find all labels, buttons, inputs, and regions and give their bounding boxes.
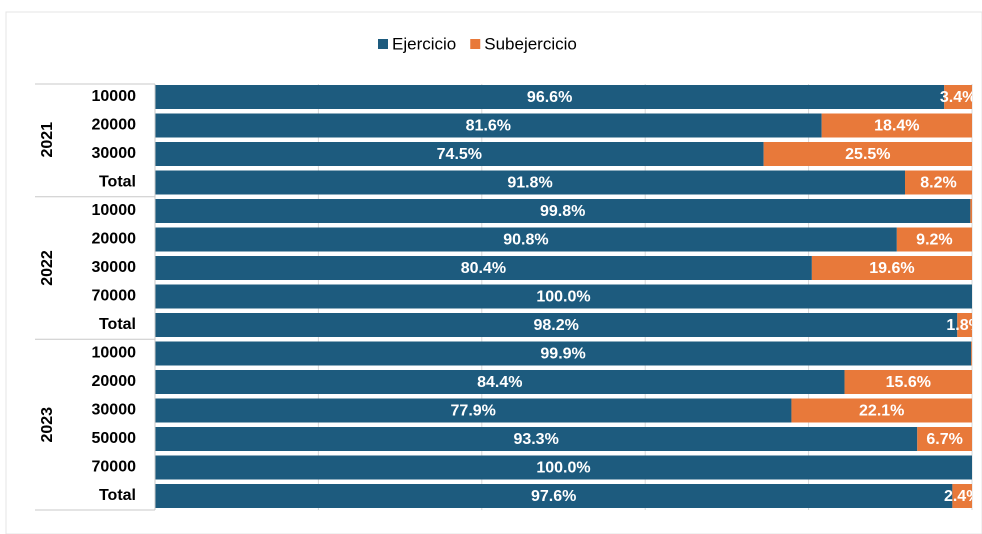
category-label: 70000 [92, 459, 137, 476]
bar-segment [957, 313, 972, 337]
category-label: Total [99, 174, 136, 191]
value-label: 97.6% [531, 488, 576, 505]
value-label: 6.7% [926, 431, 962, 448]
category-label: 10000 [92, 202, 137, 219]
labels: Ejercicio Subejercicio 10000 20000 30000 Tota… [35, 34, 577, 511]
bar-segment [821, 113, 972, 138]
value-label: 22.1% [859, 403, 904, 420]
group-label: 2021 [39, 122, 56, 158]
bar-segment [952, 484, 972, 508]
category-label: 10000 [92, 88, 137, 105]
group-label: 2022 [39, 250, 56, 286]
bar-segment [917, 427, 972, 451]
category-label: 50000 [92, 430, 137, 447]
value-label: 77.9% [451, 403, 496, 420]
bar-segment [944, 85, 972, 109]
bar-segment [155, 113, 822, 138]
legend-swatch [378, 39, 388, 49]
category-label: 20000 [92, 117, 137, 134]
bar-segment [155, 313, 958, 337]
value-label: 100.0% [536, 460, 590, 477]
bar-segment [155, 284, 972, 309]
value-label: 100.0% [536, 289, 590, 306]
bar-segment [155, 170, 906, 195]
value-label: 81.6% [466, 118, 511, 135]
bar-segment [791, 398, 972, 423]
value-label: 98.2% [533, 317, 578, 334]
category-label: 10000 [92, 345, 137, 362]
bar-segment [155, 427, 918, 451]
value-label: 8.2% [920, 175, 956, 192]
value-label: 18.4% [874, 118, 919, 135]
category-label: 30000 [92, 402, 137, 419]
bar-segment [970, 199, 972, 223]
category-label: 30000 [92, 259, 137, 276]
bars: 96.6% 3.4% 81.6% 18.4% 74.5% 25.5% 91.8% 8.2% 99… [155, 85, 982, 508]
bar-segment [155, 370, 845, 394]
bar-segment [155, 199, 971, 223]
bar-segment [155, 341, 972, 366]
value-label: 96.6% [527, 89, 572, 106]
legend-label: Subejercicio [484, 34, 577, 53]
legend-swatch [470, 39, 481, 49]
value-label: 9.2% [916, 232, 952, 249]
value-label: 1.8% [946, 317, 982, 334]
bar-segment [155, 398, 792, 423]
category-label: 20000 [92, 231, 137, 248]
value-label: 74.5% [437, 146, 482, 163]
bar-segment [155, 455, 972, 480]
value-label: 99.9% [540, 346, 585, 363]
group-label: 2023 [39, 407, 56, 443]
value-label: 3.4% [940, 89, 976, 106]
bar-segment [811, 256, 972, 280]
bar-segment [896, 227, 972, 252]
category-label: 70000 [92, 288, 137, 305]
value-label: 19.6% [869, 260, 914, 277]
bar-segment [905, 170, 972, 195]
bar-segment [155, 484, 953, 508]
category-label: Total [99, 316, 136, 333]
category-label: 30000 [92, 145, 137, 162]
bar-segment [155, 227, 897, 252]
value-label: 25.5% [845, 146, 890, 163]
legend-label: Ejercicio [392, 34, 456, 53]
bar-segment [844, 370, 972, 394]
value-label: 99.8% [540, 203, 585, 220]
category-label: Total [99, 487, 136, 504]
value-label: 15.6% [886, 374, 931, 391]
value-label: 84.4% [477, 374, 522, 391]
category-label: 20000 [92, 373, 137, 390]
value-label: 91.8% [507, 175, 552, 192]
bar-segment [971, 341, 972, 366]
bar-segment [763, 142, 972, 166]
bar-segment [155, 85, 945, 109]
value-label: 80.4% [461, 260, 506, 277]
value-label: 90.8% [503, 232, 548, 249]
bar-segment [155, 142, 764, 166]
value-label: 2.4% [944, 488, 980, 505]
value-label: 93.3% [513, 431, 558, 448]
bar-segment [155, 256, 812, 280]
